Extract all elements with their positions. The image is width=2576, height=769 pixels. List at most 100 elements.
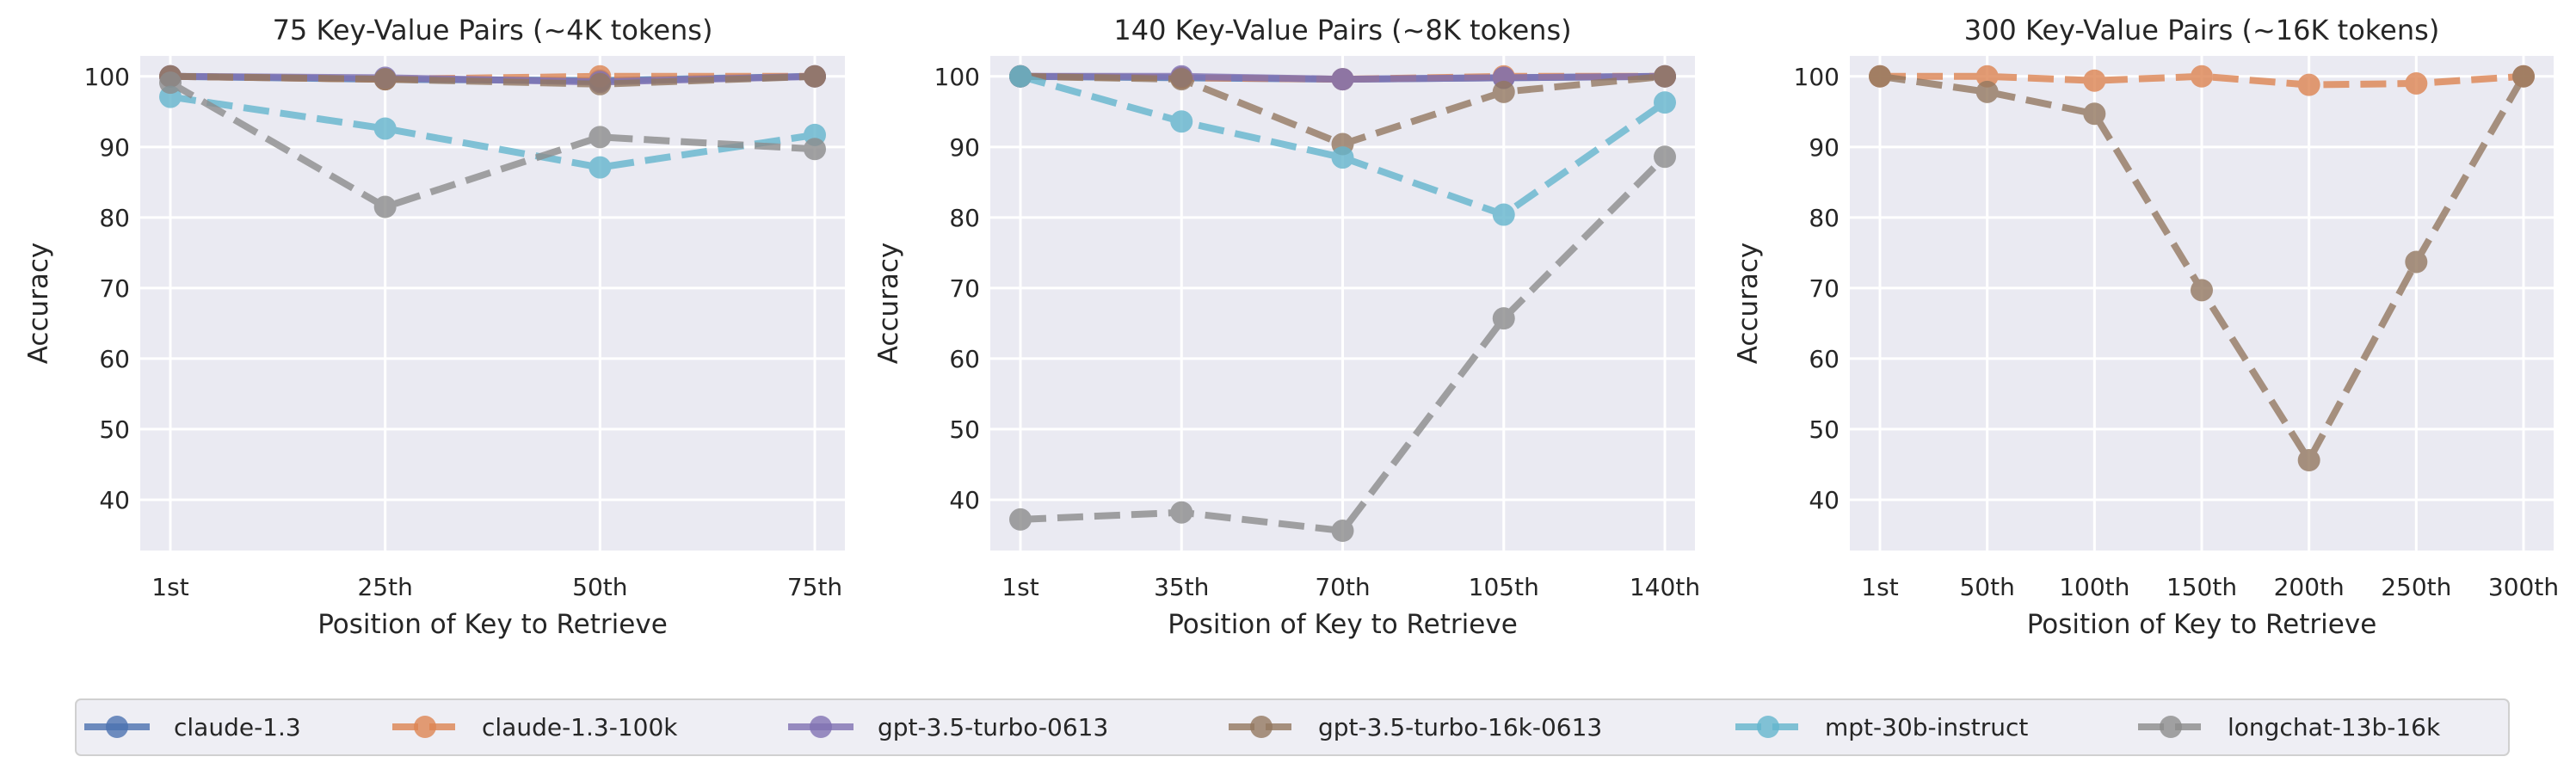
legend-marker [1250, 716, 1273, 738]
legend-item: longchat-13b-16k [2138, 713, 2441, 741]
legend-marker [810, 716, 832, 738]
y-tick-label: 90 [99, 133, 130, 162]
x-tick-label: 250th [2381, 573, 2451, 601]
y-tick-label: 40 [99, 486, 130, 514]
legend-label: gpt-3.5-turbo-16k-0613 [1318, 713, 1602, 741]
series-mpt-30b-instruct [1009, 65, 1676, 226]
data-point [1331, 520, 1354, 543]
y-tick-label: 60 [99, 345, 130, 373]
x-tick-label: 105th [1469, 573, 1539, 601]
series-gpt-3.5-turbo-16k-0613 [1869, 65, 2535, 472]
series-line [1019, 72, 1667, 218]
y-tick-label: 80 [949, 204, 980, 232]
data-point [1331, 146, 1354, 169]
legend-item: mpt-30b-instruct [1735, 713, 2028, 741]
y-axis-label: Accuracy [873, 243, 904, 365]
y-tick-label: 70 [1809, 274, 1840, 303]
y-tick-label: 50 [1809, 415, 1840, 444]
y-tick-label: 80 [1809, 204, 1840, 232]
series-line [169, 72, 816, 88]
x-tick-label: 1st [151, 573, 188, 601]
data-point [373, 195, 397, 218]
x-tick-label: 1st [1001, 573, 1038, 601]
plot-background [140, 56, 845, 551]
legend: claude-1.3 claude-1.3-100k gpt-3.5-turbo-0… [75, 698, 2510, 756]
panel-2: 40 50 60 70 80 90 100 1st 35th 70th 105th 140th 140 … [873, 14, 1700, 640]
legend-box [75, 698, 2510, 756]
legend-item: claude-1.3-100k [392, 713, 678, 741]
y-axis-label: Accuracy [23, 243, 54, 365]
data-point [2083, 69, 2106, 92]
data-point [1654, 65, 1676, 88]
data-point [1654, 145, 1676, 169]
y-tick-label: 80 [99, 204, 130, 232]
x-tick-label: 50th [572, 573, 627, 601]
data-point [589, 156, 612, 179]
data-point [1009, 65, 1032, 88]
series-longchat-13b-16k [1009, 145, 1676, 543]
legend-label: longchat-13b-16k [2228, 713, 2441, 741]
legend-label: claude-1.3 [174, 713, 301, 741]
y-tick-label: 100 [1794, 63, 1840, 91]
y-tick-label: 40 [1809, 486, 1840, 514]
legend-marker [106, 716, 128, 738]
y-tick-label: 60 [1809, 345, 1840, 373]
data-point [1492, 80, 1515, 103]
series-longchat-13b-16k [159, 71, 826, 218]
x-tick-label: 50th [1959, 573, 2014, 601]
data-point [1654, 91, 1676, 114]
data-point [589, 126, 612, 149]
y-axis-label: Accuracy [1733, 243, 1764, 365]
data-point [804, 138, 826, 161]
series-line [168, 79, 816, 211]
x-tick-label: 75th [787, 573, 842, 601]
panel-1: 40 50 60 70 80 90 100 1st 25th 50th 75th 75 Key-Val… [23, 14, 845, 640]
data-point [2512, 65, 2535, 88]
data-point [159, 71, 182, 95]
data-point [2297, 449, 2320, 472]
x-tick-label: 100th [2059, 573, 2129, 601]
legend-label: mpt-30b-instruct [1825, 713, 2028, 741]
x-tick-label: 300th [2488, 573, 2559, 601]
x-tick-label: 200th [2274, 573, 2345, 601]
x-tick-label: 150th [2166, 573, 2237, 601]
data-point [2191, 65, 2213, 88]
x-tick-label: 25th [357, 573, 412, 601]
series-line [1020, 154, 1667, 535]
y-tick-label: 40 [949, 486, 980, 514]
y-tick-label: 70 [99, 274, 130, 303]
y-tick-label: 60 [949, 345, 980, 373]
y-tick-label: 50 [99, 415, 130, 444]
legend-item: gpt-3.5-turbo-0613 [788, 713, 1108, 741]
x-tick-label: 70th [1315, 573, 1370, 601]
data-point [1170, 110, 1193, 133]
legend-item: gpt-3.5-turbo-16k-0613 [1229, 713, 1602, 741]
legend-marker [2160, 716, 2182, 738]
y-tick-label: 50 [949, 415, 980, 444]
data-point [2405, 250, 2428, 274]
y-tick-label: 100 [934, 63, 980, 91]
x-tick-label: 35th [1154, 573, 1209, 601]
legend-marker [414, 716, 436, 738]
data-point [2297, 73, 2320, 96]
panel-title: 140 Key-Value Pairs (~8K tokens) [1113, 14, 1571, 46]
data-point [373, 68, 397, 91]
data-point [2191, 279, 2213, 302]
data-point [1492, 203, 1515, 226]
data-point [1331, 68, 1354, 91]
legend-label: gpt-3.5-turbo-0613 [878, 713, 1108, 741]
data-point [1170, 501, 1193, 524]
y-tick-label: 70 [949, 274, 980, 303]
x-axis-label: Position of Key to Retrieve [317, 609, 668, 640]
panel-title: 300 Key-Value Pairs (~16K tokens) [1964, 14, 2440, 46]
data-point [2083, 102, 2106, 126]
x-tick-label: 140th [1630, 573, 1700, 601]
legend-label: claude-1.3-100k [482, 713, 678, 741]
data-point [804, 65, 826, 88]
panel-title: 75 Key-Value Pairs (~4K tokens) [273, 14, 713, 46]
data-point [1975, 65, 1999, 88]
data-point [589, 72, 612, 95]
legend-item: claude-1.3 [84, 713, 301, 741]
y-tick-label: 100 [84, 63, 130, 91]
